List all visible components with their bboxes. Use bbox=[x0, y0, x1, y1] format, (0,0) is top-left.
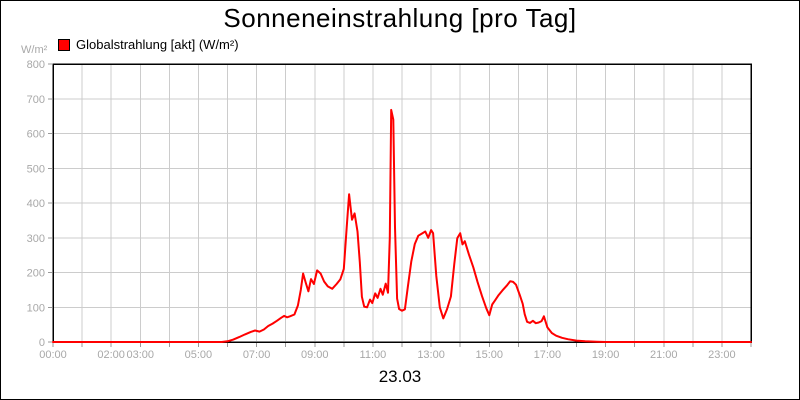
legend: Globalstrahlung [akt] (W/m²) bbox=[58, 37, 239, 52]
svg-text:500: 500 bbox=[27, 163, 45, 175]
svg-text:00:00: 00:00 bbox=[39, 349, 67, 361]
svg-text:19:00: 19:00 bbox=[592, 349, 620, 361]
svg-text:03:00: 03:00 bbox=[126, 349, 154, 361]
svg-text:15:00: 15:00 bbox=[475, 349, 503, 361]
legend-swatch bbox=[58, 38, 70, 51]
svg-text:600: 600 bbox=[27, 129, 45, 141]
svg-text:300: 300 bbox=[27, 233, 45, 245]
svg-text:21:00: 21:00 bbox=[650, 349, 678, 361]
svg-text:09:00: 09:00 bbox=[301, 349, 329, 361]
svg-text:11:00: 11:00 bbox=[360, 349, 387, 361]
svg-text:700: 700 bbox=[27, 94, 45, 106]
chart-title: Sonneneinstrahlung [pro Tag] bbox=[223, 3, 577, 33]
svg-text:23:00: 23:00 bbox=[708, 349, 736, 361]
svg-text:200: 200 bbox=[27, 268, 45, 280]
svg-text:17:00: 17:00 bbox=[534, 349, 562, 361]
legend-label: Globalstrahlung [akt] (W/m²) bbox=[76, 37, 239, 52]
svg-text:0: 0 bbox=[39, 337, 45, 349]
svg-text:05:00: 05:00 bbox=[185, 349, 213, 361]
svg-text:400: 400 bbox=[27, 198, 45, 210]
svg-text:02:00: 02:00 bbox=[97, 349, 125, 361]
svg-text:800: 800 bbox=[27, 59, 45, 71]
y-axis-unit-label: W/m² bbox=[21, 44, 48, 56]
date-label: 23.03 bbox=[378, 367, 422, 386]
svg-text:100: 100 bbox=[27, 302, 45, 314]
svg-text:07:00: 07:00 bbox=[243, 349, 271, 361]
svg-text:13:00: 13:00 bbox=[417, 349, 445, 361]
